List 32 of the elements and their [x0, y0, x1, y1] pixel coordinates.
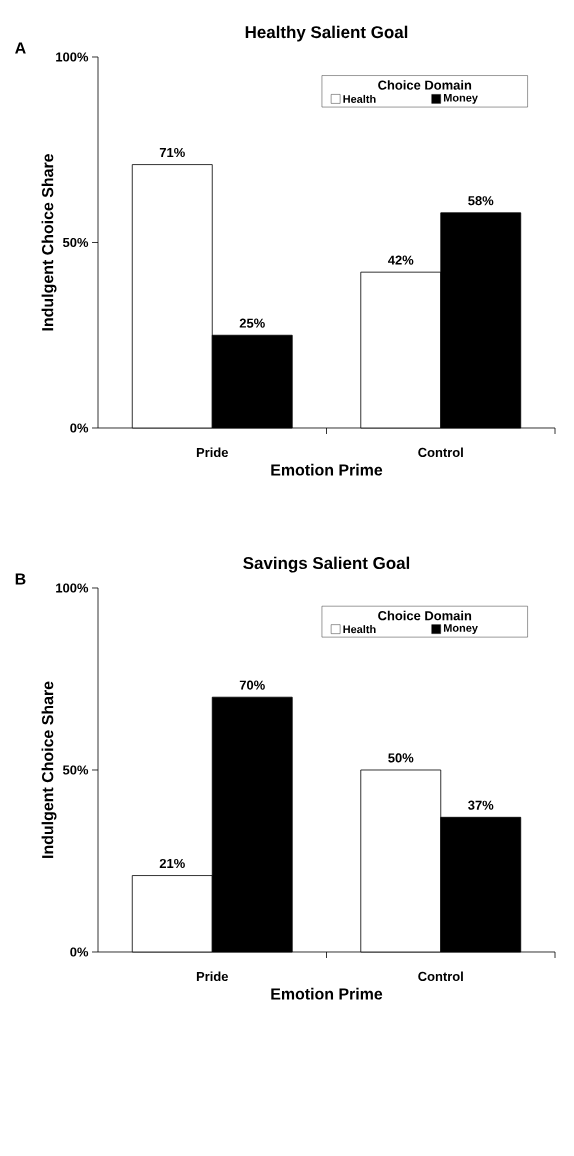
data-label: 42%	[388, 255, 414, 265]
data-label: 21%	[159, 858, 185, 869]
y-tick-label: 100%	[56, 52, 89, 62]
y-axis-title: Indulgent Choice Share	[41, 681, 57, 858]
legend-label: Money	[443, 94, 478, 104]
data-label: 25%	[239, 318, 265, 328]
y-tick-label: 100%	[56, 583, 89, 593]
x-tick-label: Pride	[196, 447, 229, 458]
data-label: 70%	[239, 680, 265, 690]
data-label: 58%	[468, 196, 494, 206]
x-axis-title: Emotion Prime	[271, 987, 383, 1000]
text: A	[15, 42, 26, 54]
legend-title: Choice Domain	[378, 610, 472, 621]
y-tick-label: 0%	[70, 423, 89, 433]
legend-label: Money	[443, 624, 478, 635]
y-tick-label: 50%	[62, 765, 89, 775]
data-label: 71%	[159, 147, 185, 158]
x-tick-label: Pride	[196, 971, 229, 982]
x-tick-label: Control	[418, 447, 463, 458]
chart-title: Savings Salient Goal	[243, 556, 410, 573]
legend-title: Choice Domain	[378, 80, 472, 90]
text: B	[15, 573, 26, 585]
legend-label: Health	[343, 625, 376, 634]
y-axis-title: Indulgent Choice Share	[41, 154, 57, 331]
y-tick-label: 0%	[70, 947, 89, 957]
chart-title: Healthy Salient Goal	[245, 25, 408, 42]
legend-label: Health	[343, 94, 376, 103]
x-tick-label: Control	[418, 971, 463, 982]
data-label: 37%	[468, 800, 494, 810]
y-tick-label: 50%	[62, 237, 89, 248]
data-label: 50%	[388, 753, 414, 763]
x-axis-title: Emotion Prime	[271, 463, 383, 476]
